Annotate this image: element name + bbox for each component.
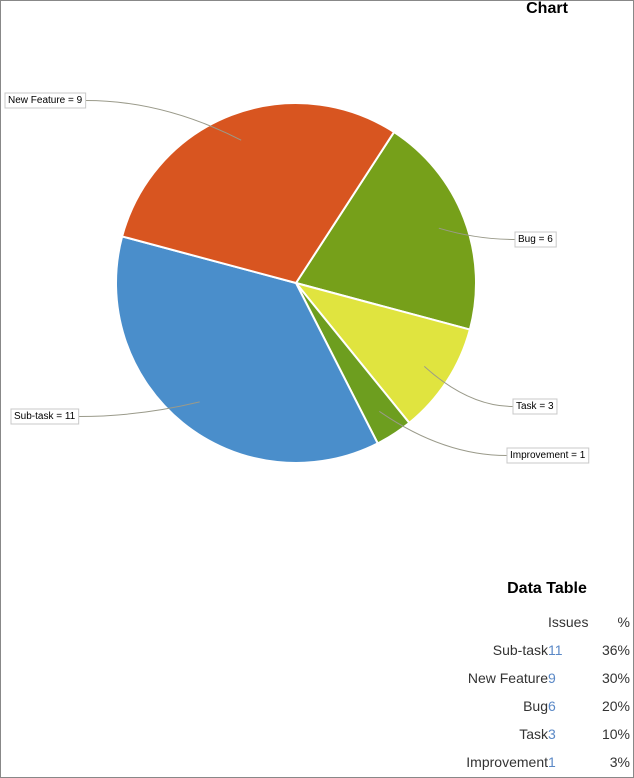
row-category: New Feature bbox=[467, 670, 548, 686]
slice-label-box bbox=[514, 231, 557, 248]
table-row: New Feature 9 30% bbox=[456, 664, 630, 692]
slice-label: Sub-task = 11 bbox=[14, 411, 76, 422]
data-table-header-row: Issues % bbox=[456, 608, 630, 636]
leader-line bbox=[85, 100, 242, 141]
row-issues[interactable]: 11 bbox=[548, 642, 563, 658]
header-issues: Issues bbox=[548, 614, 589, 630]
table-row: Sub-task 11 36% bbox=[456, 636, 630, 664]
slice-label: Bug = 6 bbox=[518, 234, 553, 245]
slice-label-box bbox=[506, 447, 590, 464]
row-category: Improvement bbox=[466, 754, 548, 770]
leader-line bbox=[423, 365, 514, 407]
slice-label-box bbox=[4, 92, 87, 109]
row-issues[interactable]: 6 bbox=[548, 698, 556, 714]
row-category: Sub-task bbox=[492, 642, 548, 658]
row-issues[interactable]: 3 bbox=[548, 726, 556, 742]
table-row: Bug 6 20% bbox=[456, 692, 630, 720]
leader-line bbox=[438, 227, 516, 240]
pie-slice-task[interactable] bbox=[293, 281, 472, 425]
pie-slice-bug[interactable] bbox=[294, 130, 477, 331]
chart-heading: Chart bbox=[526, 0, 568, 17]
row-percent: 30% bbox=[601, 670, 630, 686]
slice-label-box bbox=[10, 408, 80, 425]
row-percent: 20% bbox=[601, 698, 630, 714]
slice-label: Task = 3 bbox=[516, 401, 554, 412]
row-percent: 3% bbox=[609, 754, 630, 770]
row-category: Task bbox=[519, 726, 548, 742]
slice-label: Improvement = 1 bbox=[510, 450, 586, 461]
pie-slice-new-feature[interactable] bbox=[120, 102, 396, 285]
slice-label: New Feature = 9 bbox=[8, 95, 83, 106]
data-table: Issues % Sub-task 11 36% New Feature 9 3… bbox=[456, 608, 630, 776]
leader-line bbox=[78, 401, 200, 417]
row-issues[interactable]: 1 bbox=[548, 754, 556, 770]
leader-line bbox=[379, 410, 508, 456]
row-percent: 10% bbox=[601, 726, 630, 742]
data-table-heading: Data Table bbox=[507, 580, 587, 597]
row-category: Bug bbox=[523, 698, 548, 714]
row-percent: 36% bbox=[601, 642, 630, 658]
row-issues[interactable]: 9 bbox=[548, 670, 556, 686]
header-blank bbox=[456, 608, 548, 636]
table-row: Improvement 1 3% bbox=[456, 748, 630, 776]
header-percent: % bbox=[617, 614, 630, 630]
table-row: Task 3 10% bbox=[456, 720, 630, 748]
pie-chart: Sub-task = 11 New Feature = 9 Bug = 6 Task … bbox=[4, 92, 590, 464]
slice-label-box bbox=[512, 398, 558, 415]
